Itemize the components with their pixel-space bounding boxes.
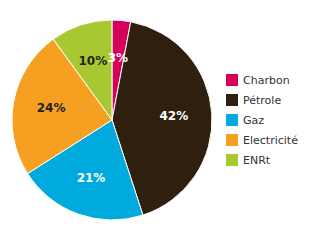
legend-label: Charbon xyxy=(243,74,290,87)
data-label: 10% xyxy=(78,54,107,68)
data-label: 24% xyxy=(37,101,66,115)
pie-slice xyxy=(12,39,112,173)
legend-swatch xyxy=(226,114,238,126)
legend-label: Pétrole xyxy=(243,94,281,107)
legend-item: Charbon xyxy=(226,74,290,87)
legend-swatch xyxy=(226,134,238,146)
data-label: 3% xyxy=(108,51,128,65)
chart: 3% 42% 21% 24% 10% Charbon Pétrole Gaz Electrici… xyxy=(0,0,320,240)
legend-item: ENRt xyxy=(226,154,271,167)
legend-label: Electricité xyxy=(243,134,298,147)
legend-label: Gaz xyxy=(243,114,264,127)
data-labels: 3% 42% 21% 24% 10% xyxy=(37,51,189,185)
legend-item: Gaz xyxy=(226,114,264,127)
legend-item: Electricité xyxy=(226,134,298,147)
legend-swatch xyxy=(226,154,238,166)
legend-label: ENRt xyxy=(243,154,271,167)
pie xyxy=(12,20,212,220)
data-label: 21% xyxy=(77,171,106,185)
legend-swatch xyxy=(226,74,238,86)
data-label: 42% xyxy=(160,109,189,123)
legend-item: Pétrole xyxy=(226,94,281,107)
legend: Charbon Pétrole Gaz Electricité ENRt xyxy=(226,74,298,167)
legend-swatch xyxy=(226,94,238,106)
